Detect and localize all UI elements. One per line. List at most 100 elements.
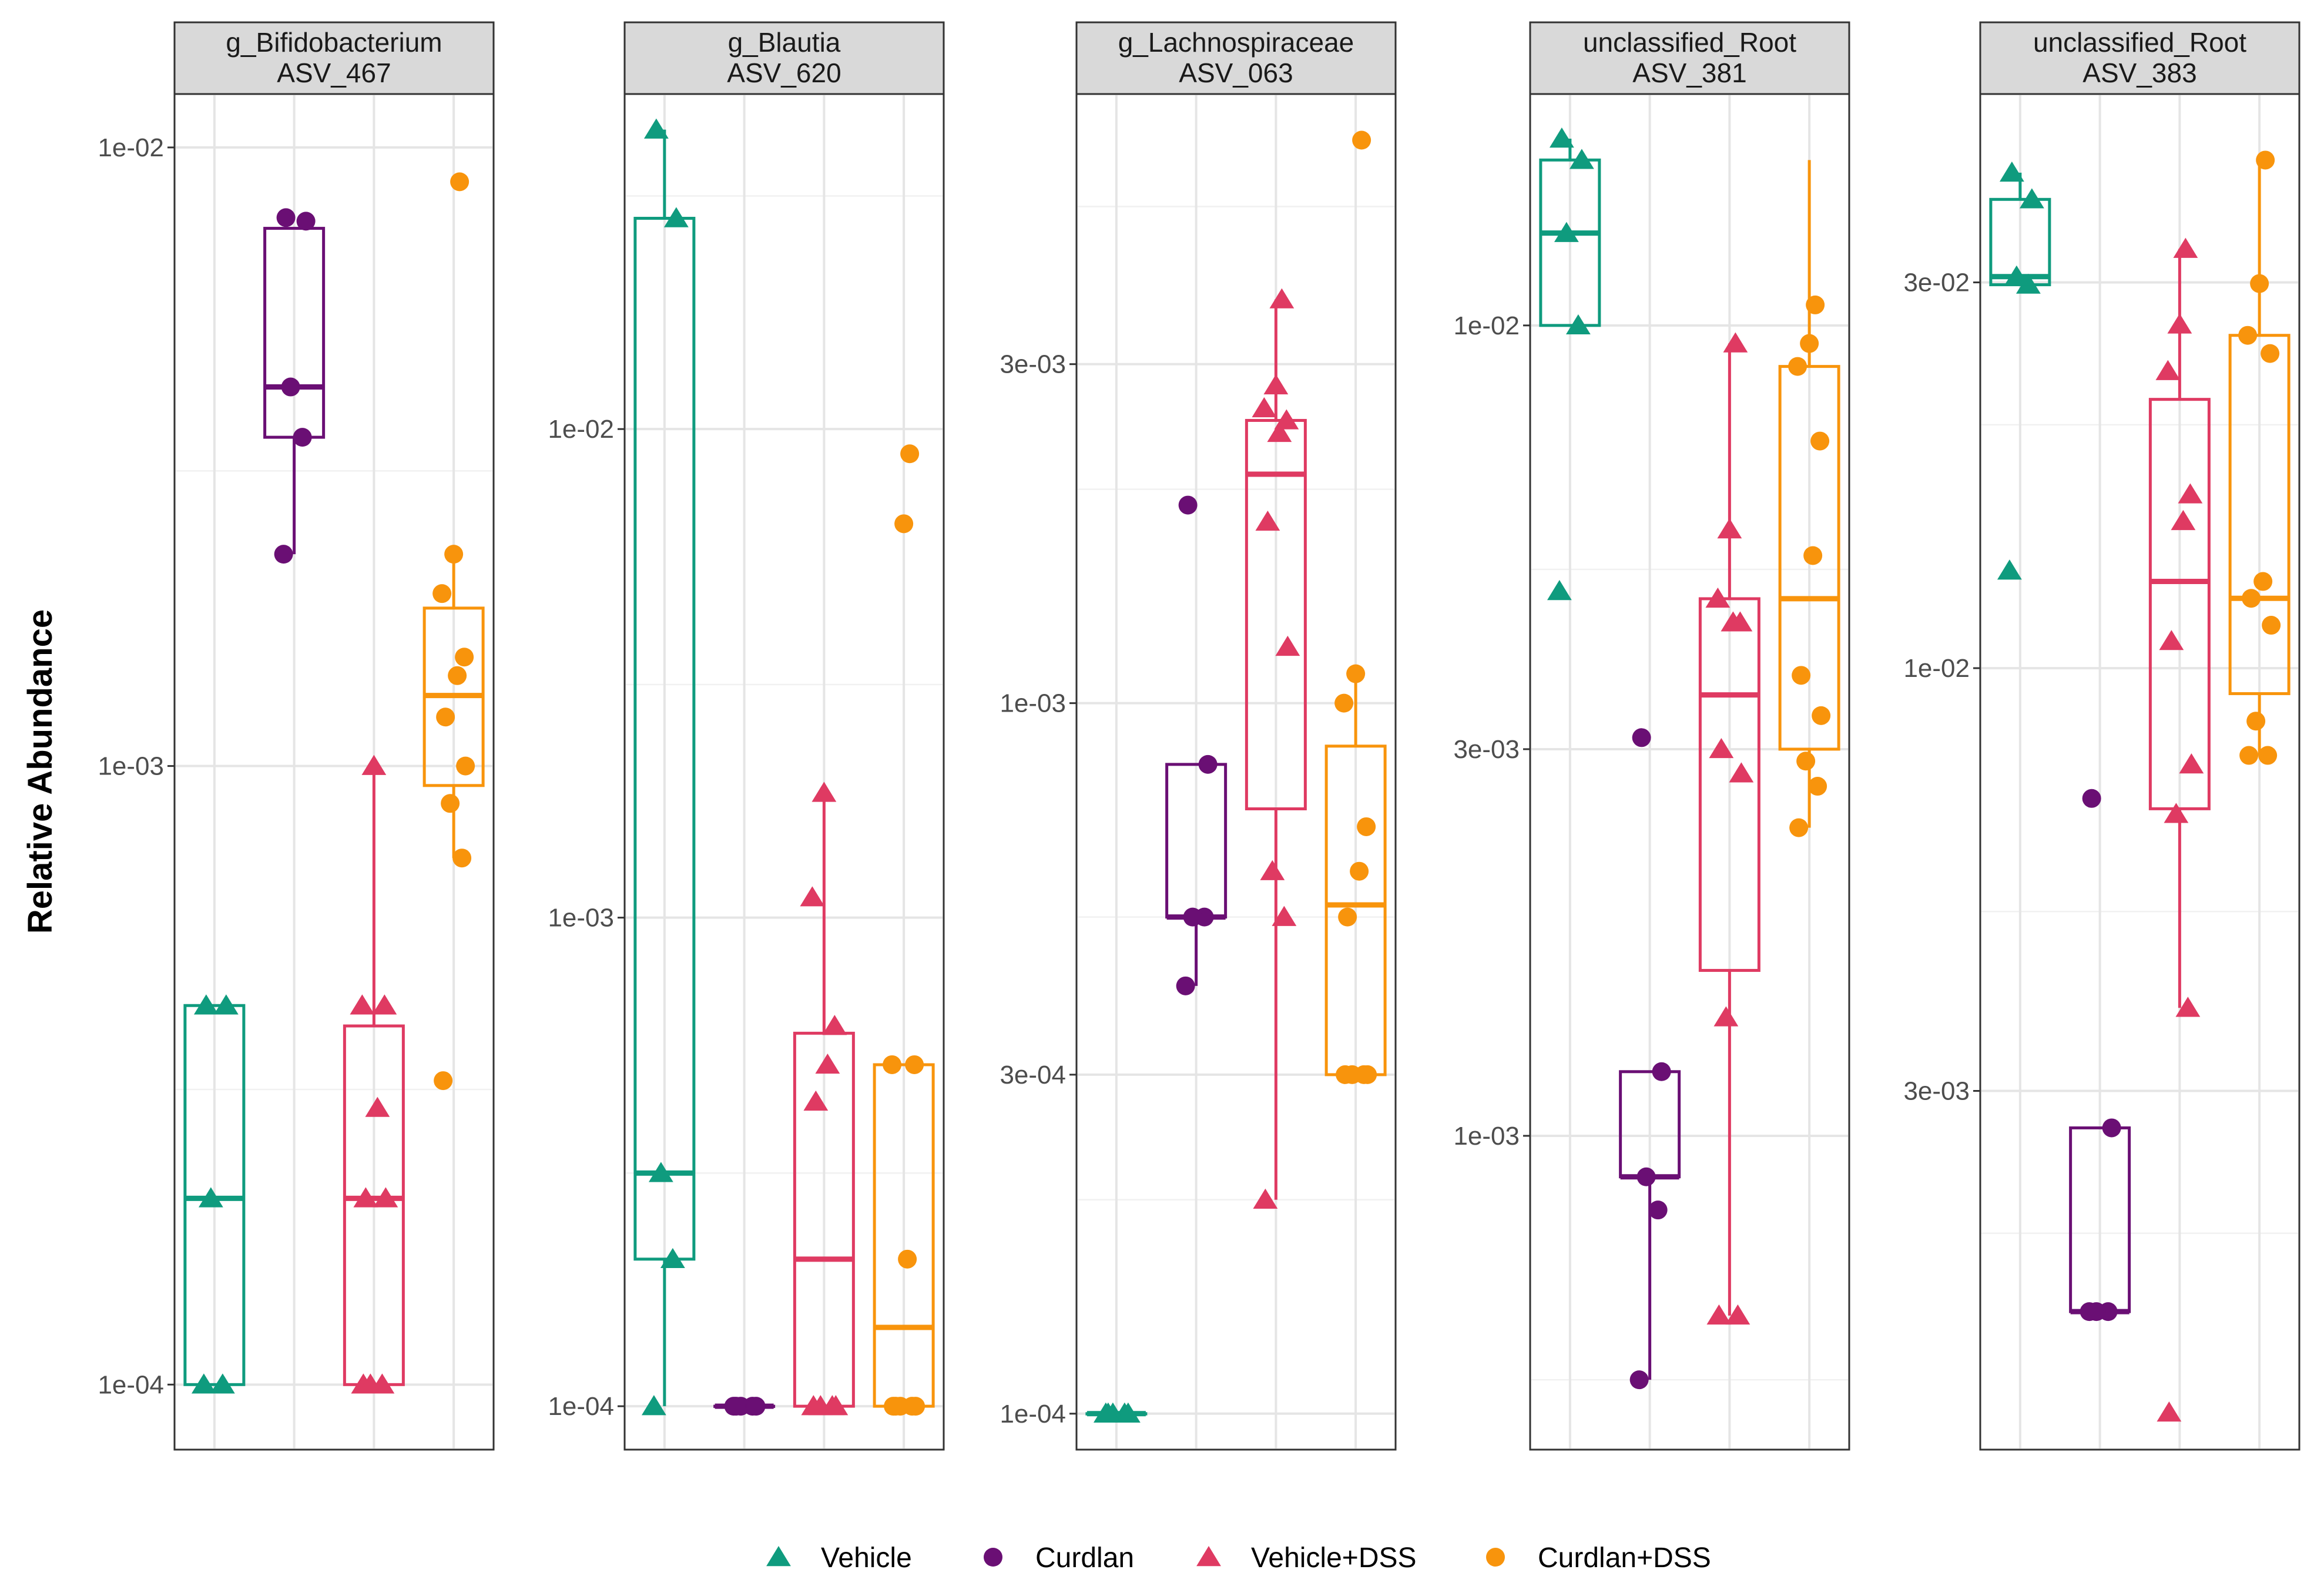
data-point [746,1397,766,1416]
data-point [1789,818,1809,837]
points-curdlan [274,208,316,564]
y-tick-label: 1e-03 [1453,1122,1520,1151]
data-point [1806,295,1825,314]
y-tick-label: 3e-04 [1000,1061,1066,1089]
points-vehicle [1997,161,2044,580]
points-curdlan [1629,728,1671,1390]
strip-header [173,21,495,95]
data-point [2087,1302,2106,1322]
data-point [434,1071,453,1091]
data-point [1267,421,1292,442]
data-point [1272,906,1297,926]
data-point [1255,510,1280,531]
strip-title-line1: g_Blautia [728,27,841,58]
data-point [2239,746,2259,765]
data-point [2157,1401,2182,1422]
legend-item-vehicle: Vehicle [766,1542,912,1574]
data-point [1709,737,1734,759]
y-tick-label: 1e-03 [548,904,614,933]
data-point [452,849,472,868]
data-point [1178,495,1198,515]
box-vehicle [633,129,696,1407]
data-point [2019,188,2044,209]
data-point [1554,222,1579,242]
box-body [2228,334,2291,695]
data-point [281,377,300,397]
data-point [823,1395,849,1416]
data-point [441,794,460,813]
legend-label: Curdlan [1035,1542,1134,1574]
data-point [456,756,475,776]
data-point [276,208,296,227]
points-curdlan [1176,495,1218,995]
data-point [2178,483,2203,504]
data-point [2167,313,2192,334]
points-curdlan-dss [2238,150,2281,765]
data-point [2082,789,2101,808]
data-point [898,1249,917,1269]
data-point [1198,754,1218,774]
data-point [803,1090,829,1111]
y-tick-label: 1e-04 [98,1370,164,1399]
data-point [1252,397,1277,418]
data-point [1253,1188,1278,1209]
points-vehicle [191,994,239,1394]
points-curdlan-dss [883,444,925,1416]
strip-header [1529,21,1850,95]
legend-key [984,1548,1002,1567]
strip-title-line2: ASV_467 [277,58,391,88]
data-point [905,1055,924,1074]
data-point [296,212,316,231]
data-point [1357,817,1376,836]
data-point [2004,265,2029,286]
panel-border [1979,93,2300,1451]
data-point [1725,1304,1750,1325]
points-vehicle-dss [2155,237,2204,1422]
panel-background [1075,93,1397,1451]
points-curdlan-dss [432,172,475,1091]
data-point [1095,1402,1121,1423]
y-tick-label: 1e-02 [1453,311,1520,340]
points-curdlan-dss [1788,295,1831,837]
data-point [1549,128,1574,148]
box-body [183,1004,246,1386]
data-point [2175,997,2201,1017]
points-vehicle-dss [1252,288,1300,1209]
data-point [1350,861,1369,881]
data-point [800,886,825,907]
panel-border [1075,93,1397,1451]
strip-header [623,21,945,95]
data-point [2242,589,2261,608]
data-point [2246,712,2266,731]
panel-background [1979,93,2300,1451]
data-point [2173,237,2198,258]
data-point [822,1015,847,1035]
data-point [883,1055,902,1074]
data-point [815,1053,840,1074]
data-point [436,707,455,727]
points-vehicle [1093,1402,1141,1423]
data-point [2253,572,2273,591]
data-point [1788,357,1807,376]
strip-title-line2: ASV_063 [1179,58,1293,88]
data-point [1275,635,1300,656]
panel-background [623,93,945,1451]
data-point [1636,1167,1656,1186]
data-point [2171,509,2196,531]
legend-key [766,1546,791,1567]
data-point [1808,777,1827,796]
points-vehicle [641,118,689,1416]
data-point [1274,409,1299,430]
data-point [2159,630,2184,650]
y-tick-label: 1e-04 [548,1392,614,1421]
box-body [1778,365,1840,751]
box-body [633,217,696,1261]
data-point [293,428,312,447]
data-point [1346,664,1366,683]
data-point [1728,611,1753,632]
data-point [274,545,293,564]
